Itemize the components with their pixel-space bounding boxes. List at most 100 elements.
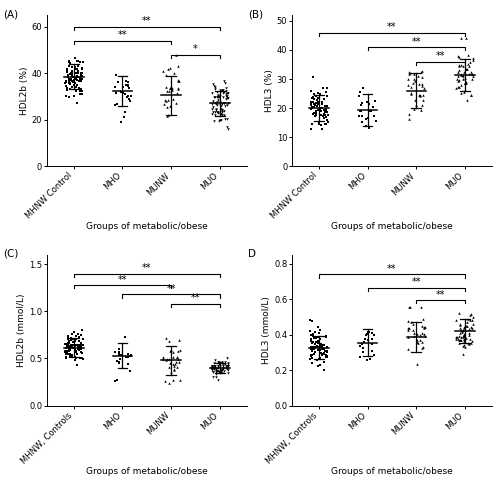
Point	[162, 334, 170, 342]
Point	[312, 334, 320, 342]
Text: **: **	[166, 284, 176, 294]
X-axis label: Groups of metabolic/obese: Groups of metabolic/obese	[86, 467, 208, 476]
Point	[410, 75, 418, 83]
Point	[418, 80, 426, 88]
Point	[308, 351, 316, 359]
Point	[62, 78, 70, 86]
Point	[460, 88, 468, 96]
Point	[208, 363, 216, 371]
Point	[452, 317, 460, 324]
Point	[457, 89, 465, 97]
Point	[310, 101, 318, 108]
Point	[362, 122, 370, 130]
Point	[466, 335, 473, 343]
Point	[63, 348, 71, 355]
Point	[69, 78, 77, 86]
Point	[460, 341, 468, 349]
Point	[70, 344, 78, 352]
Point	[210, 83, 218, 91]
Point	[454, 77, 462, 85]
Point	[69, 338, 77, 346]
Point	[460, 334, 468, 342]
Point	[70, 92, 78, 100]
Point	[77, 77, 85, 85]
X-axis label: Groups of metabolic/obese: Groups of metabolic/obese	[331, 222, 453, 231]
Point	[164, 97, 172, 105]
Point	[62, 350, 70, 358]
Point	[124, 78, 132, 86]
Point	[364, 328, 372, 336]
Point	[216, 105, 224, 113]
Point	[65, 78, 73, 86]
Point	[64, 62, 72, 70]
Point	[318, 351, 326, 359]
Point	[75, 343, 83, 350]
Point	[356, 88, 364, 95]
Point	[122, 91, 130, 98]
Point	[72, 347, 80, 355]
Point	[323, 343, 331, 351]
Point	[316, 326, 324, 334]
Point	[308, 354, 316, 362]
Point	[314, 363, 322, 370]
Point	[214, 108, 222, 116]
Point	[316, 346, 324, 354]
Point	[420, 323, 428, 331]
Point	[460, 331, 468, 338]
Point	[308, 347, 316, 355]
Point	[223, 94, 231, 102]
Point	[119, 90, 127, 97]
Point	[462, 343, 469, 351]
Point	[306, 346, 314, 353]
Point	[468, 75, 476, 83]
Point	[324, 111, 332, 119]
Point	[419, 315, 427, 323]
Point	[62, 340, 70, 348]
Point	[318, 346, 326, 353]
Point	[64, 347, 72, 355]
Point	[323, 92, 331, 100]
Point	[370, 113, 378, 121]
Point	[72, 69, 80, 77]
Point	[70, 328, 78, 335]
Point	[124, 82, 132, 90]
Point	[356, 342, 364, 350]
Text: **: **	[118, 30, 127, 40]
Point	[72, 83, 80, 91]
Point	[75, 77, 83, 85]
Text: **: **	[412, 37, 421, 47]
Point	[464, 339, 472, 347]
Point	[218, 359, 226, 366]
Point	[115, 351, 123, 359]
Point	[312, 96, 320, 104]
Point	[224, 89, 232, 96]
Text: **: **	[436, 51, 446, 61]
Point	[312, 109, 320, 117]
Point	[320, 106, 328, 114]
Point	[220, 107, 228, 115]
Point	[64, 74, 72, 81]
Point	[162, 72, 170, 79]
Point	[212, 93, 220, 101]
Point	[308, 98, 316, 106]
Point	[322, 333, 330, 341]
Point	[173, 353, 181, 361]
Point	[68, 67, 76, 75]
Point	[371, 97, 379, 105]
Point	[76, 332, 84, 339]
Point	[320, 349, 328, 357]
Point	[457, 71, 465, 79]
Point	[70, 65, 78, 73]
Point	[62, 345, 70, 352]
Point	[462, 34, 469, 42]
Point	[171, 361, 179, 368]
Point	[74, 76, 82, 84]
Point	[168, 360, 176, 368]
Point	[366, 107, 374, 115]
Point	[224, 116, 232, 123]
Point	[216, 99, 224, 106]
Point	[416, 92, 424, 100]
Point	[166, 102, 173, 110]
Point	[71, 79, 79, 87]
Point	[307, 337, 315, 345]
